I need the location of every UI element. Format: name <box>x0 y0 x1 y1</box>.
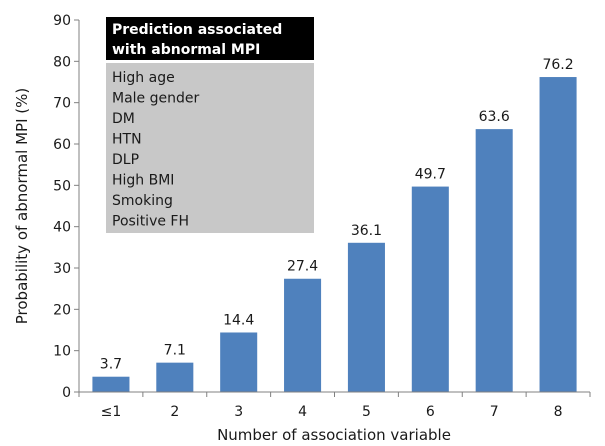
y-tick-label: 90 <box>53 13 71 29</box>
predictor-item: DLP <box>112 152 139 168</box>
bar-value-label: 14.4 <box>223 312 254 328</box>
bar <box>347 242 385 392</box>
x-tick-label: 8 <box>554 404 563 420</box>
y-tick-label: 70 <box>53 96 71 112</box>
bar <box>156 362 194 392</box>
predictors-box-body-bg <box>106 63 314 233</box>
bar <box>220 332 258 392</box>
predictor-item: DM <box>112 111 135 127</box>
bar-value-label: 7.1 <box>164 343 186 359</box>
predictors-box-title-line-2: with abnormal MPI <box>112 42 260 58</box>
bar-value-label: 27.4 <box>287 259 318 275</box>
predictors-box-header-bg <box>106 17 314 60</box>
y-tick-label: 60 <box>53 137 71 153</box>
y-axis-label: Probability of abnormal MPI (%) <box>13 88 31 324</box>
x-tick-label: 2 <box>170 404 179 420</box>
bar-value-label: 3.7 <box>100 357 122 373</box>
y-tick-label: 50 <box>53 178 71 194</box>
bar <box>475 129 513 392</box>
bar <box>411 186 449 392</box>
predictor-item: High age <box>112 70 175 86</box>
x-tick-label: 7 <box>490 404 499 420</box>
x-tick-label: 5 <box>362 404 371 420</box>
predictors-box: Prediction associated with abnormal MPI … <box>106 17 314 233</box>
bar <box>539 77 577 392</box>
bar <box>284 278 322 392</box>
predictor-item: Positive FH <box>112 214 189 230</box>
predictor-item: HTN <box>112 132 142 148</box>
x-tick-label: ≤1 <box>101 404 122 420</box>
x-tick-label: 4 <box>298 404 307 420</box>
x-tick-label: 3 <box>234 404 243 420</box>
bar-value-label: 36.1 <box>351 223 382 239</box>
bar-value-label: 49.7 <box>415 167 446 183</box>
y-tick-label: 20 <box>53 302 71 318</box>
y-tick-label: 10 <box>53 344 71 360</box>
predictor-item: Male gender <box>112 91 199 107</box>
bar-value-label: 63.6 <box>479 109 510 125</box>
x-axis-label: Number of association variable <box>217 426 451 444</box>
predictor-item: Smoking <box>112 193 173 209</box>
y-tick-label: 30 <box>53 261 71 277</box>
bar-value-label: 76.2 <box>542 57 573 73</box>
predictor-item: High BMI <box>112 173 174 189</box>
y-tick-label: 80 <box>53 54 71 70</box>
predictors-box-title-line-1: Prediction associated <box>112 22 282 38</box>
y-tick-label: 0 <box>62 385 71 401</box>
bar <box>92 376 130 392</box>
x-tick-label: 6 <box>426 404 435 420</box>
y-tick-label: 40 <box>53 220 71 236</box>
